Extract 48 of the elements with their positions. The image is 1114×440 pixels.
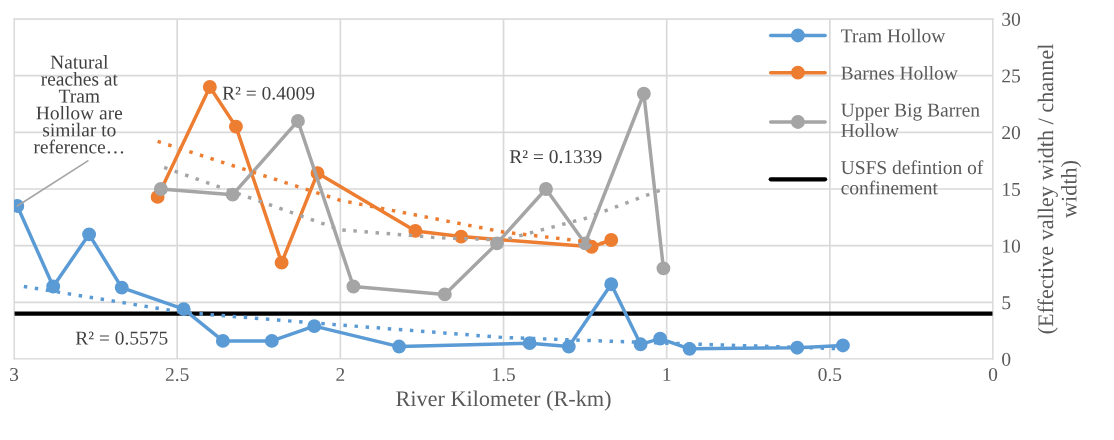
y-tick-label: 20 [1002, 126, 1021, 140]
point [636, 86, 651, 101]
point [82, 227, 97, 242]
point [604, 277, 619, 292]
x-tick-label: 3 [10, 367, 19, 382]
legend-label: Upper Big Barren Hollow [841, 103, 980, 138]
x-tick-label: 0.5 [818, 367, 842, 382]
x-tick-label: 2 [336, 367, 345, 381]
point [392, 339, 407, 354]
point [202, 79, 217, 94]
y-tick-label: 10 [1003, 239, 1021, 253]
point [604, 233, 619, 247]
point [114, 280, 129, 295]
point [656, 261, 671, 276]
y-tick-label: 25 [1002, 69, 1021, 83]
point [290, 114, 305, 128]
point [522, 336, 537, 351]
point [46, 279, 61, 294]
point [539, 182, 553, 196]
annotation: R² = 0.1339 [509, 150, 602, 164]
legend-label: USFS defintion of confinement [841, 160, 984, 195]
point [653, 331, 668, 346]
x-axis-title: River Kilometer (R-km) [396, 390, 611, 411]
point [408, 223, 423, 238]
annotation: Natural reaches at Tram Hollow are similar to reference… [33, 55, 124, 154]
y-tick-label: 0 [1002, 352, 1011, 366]
point [437, 287, 452, 302]
point [307, 319, 322, 334]
y-tick-label: 15 [1003, 182, 1021, 196]
point [228, 119, 243, 134]
legend-label: Barnes Hollow [841, 65, 958, 80]
annotation: R² = 0.5575 [75, 331, 168, 345]
y-tick-label: 30 [1002, 12, 1021, 26]
legend-label: Tram Hollow [841, 28, 946, 43]
y-tick-label: 5 [1002, 296, 1011, 310]
x-tick-label: 0 [988, 367, 998, 382]
point [835, 338, 850, 353]
point [561, 339, 576, 354]
x-tick-label: 2.5 [165, 367, 189, 382]
point [274, 255, 289, 270]
x-tick-label: 1 [663, 368, 671, 381]
point [346, 279, 361, 294]
point [215, 333, 230, 348]
x-tick-label: 1.5 [493, 368, 515, 382]
point [153, 182, 168, 196]
annotation: R² = 0.4009 [222, 86, 315, 100]
point [264, 333, 279, 348]
y-axis-title: (Effective valley width / channel width) [1037, 44, 1082, 334]
